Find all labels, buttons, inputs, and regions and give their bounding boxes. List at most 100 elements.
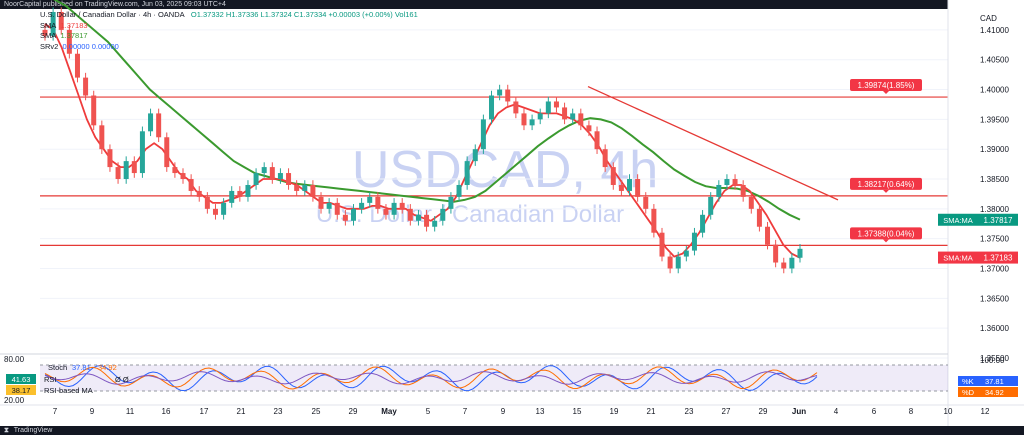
candle-body [42,29,48,36]
candle-body [74,53,80,78]
publisher-bar: NoorCapital published on TradingView.com… [0,0,1024,9]
trendline-line [587,85,839,201]
time-tick-label: 17 [200,407,209,416]
candle-body [269,167,275,180]
time-tick-label: 21 [647,407,656,416]
chart-legend: U.S. Dollar / Canadian Dollar · 4h · OAN… [40,10,418,52]
time-tick-label: 21 [237,407,246,416]
candle-body [399,202,405,209]
osc-top-label: 80.00 [4,355,25,364]
sma2-label: SMA [40,31,57,40]
sma1-value: 1.37183 [60,20,88,30]
time-tick-label: 29 [349,407,358,416]
legend-sma1-row[interactable]: SMA 1.37183 [40,21,418,32]
rsi-line [44,371,818,385]
time-tick-label: 6 [872,407,877,416]
candle-body [797,248,803,258]
rsi-value: 41.63 [12,375,31,384]
candle-body [424,214,430,227]
time-tick-label: 29 [759,407,768,416]
currency-label: CAD [980,14,997,23]
price-tick-label: 1.38500 [980,175,1009,184]
level-label-pointer [883,91,889,95]
tag-d-value: 34.92 [985,388,1004,397]
price-tag-value: 1.37817 [984,216,1013,225]
rsi-ma-value-box [6,385,36,395]
symbol-name: U.S. Dollar / Canadian Dollar · 4h · OAN… [40,10,185,19]
legend-srv-row[interactable]: SRv2 0.00000 0.00000 [40,42,418,53]
candle-body [586,125,592,132]
candle-body [180,173,186,180]
publisher-text: NoorCapital published on TradingView.com… [4,1,226,8]
candle-body [513,101,519,114]
candle-body [489,95,495,120]
candle-body [415,214,421,221]
price-chart[interactable]: USDCAD, 4h U.S. Dollar / Canadian Dollar… [0,0,1024,426]
candle-body [578,113,584,126]
level-label-pointer [883,189,889,193]
candle-body [691,232,697,251]
candle-body [212,208,218,215]
candle-body [261,167,267,174]
osc-extra: Ø Ø [115,375,129,384]
rsi-ma-value: 38.17 [12,386,31,395]
price-tags: SMA:MA 1.37817 SMA:MA 1.37183 [938,213,1018,264]
candles [42,7,803,274]
candle-body [245,184,251,197]
osc-axis-top: 100.00 [980,356,1005,365]
candle-body [83,77,89,96]
tradingview-logo-icon: ⧗ [4,427,9,434]
candle-body [659,232,665,257]
price-tick-label: 1.36500 [980,294,1009,303]
candle-body [302,184,308,191]
legend-sma2-row[interactable]: SMA 1.37817 [40,31,418,42]
time-tick-label: 11 [126,407,135,416]
candle-body [748,196,754,209]
candle-body [545,101,551,114]
time-tick-label: 19 [610,407,619,416]
price-tick-label: 1.35500 [980,354,1009,363]
candle-body [277,173,283,180]
time-tick-label: 23 [685,407,694,416]
candle-body [773,244,779,263]
candle-body [148,113,154,132]
moving-averages [44,0,801,259]
time-tick-label: 16 [162,407,171,416]
candle-body [700,214,706,233]
candle-body [570,113,576,120]
level-label-box [850,79,922,92]
candle-body [667,256,673,269]
candle-body [627,179,633,191]
candle-body [237,190,243,197]
candle-body [724,179,730,185]
price-axis[interactable]: 1.41000 1.40500 1.40000 1.39500 1.39000 1.385… [947,0,1024,426]
candle-body [683,250,689,257]
trendline[interactable] [587,85,839,201]
candle-body [594,131,600,150]
candle-body [456,184,462,197]
candle-body [58,12,64,30]
level-label: 1.39874(1.85%) [858,81,915,90]
candle-body [618,184,624,191]
price-tick-label: 1.36000 [980,324,1009,333]
sma2-value: 1.37817 [60,31,88,40]
time-tick-label: 25 [312,407,321,416]
candle-body [350,208,356,221]
level-label: 1.38217(0.64%) [858,180,915,189]
price-tick-label: 1.37000 [980,264,1009,273]
rsi-label: RSI [44,375,57,384]
candle-body [789,257,795,269]
level-label-box [850,227,922,240]
candle-body [716,184,722,197]
tag-k-value: 37.81 [985,377,1004,386]
candle-body [480,119,486,150]
candle-body [115,167,121,180]
candle-body [407,208,413,221]
candle-body [172,167,178,174]
price-tick-label: 1.37500 [980,235,1009,244]
candle-body [756,208,762,227]
candle-body [253,173,259,185]
time-axis[interactable]: 7 9 11 16 17 21 23 25 29 May 5 7 9 13 15 19 21 23 27 29 Jun 4… [0,404,1024,416]
candle-body [602,149,608,168]
